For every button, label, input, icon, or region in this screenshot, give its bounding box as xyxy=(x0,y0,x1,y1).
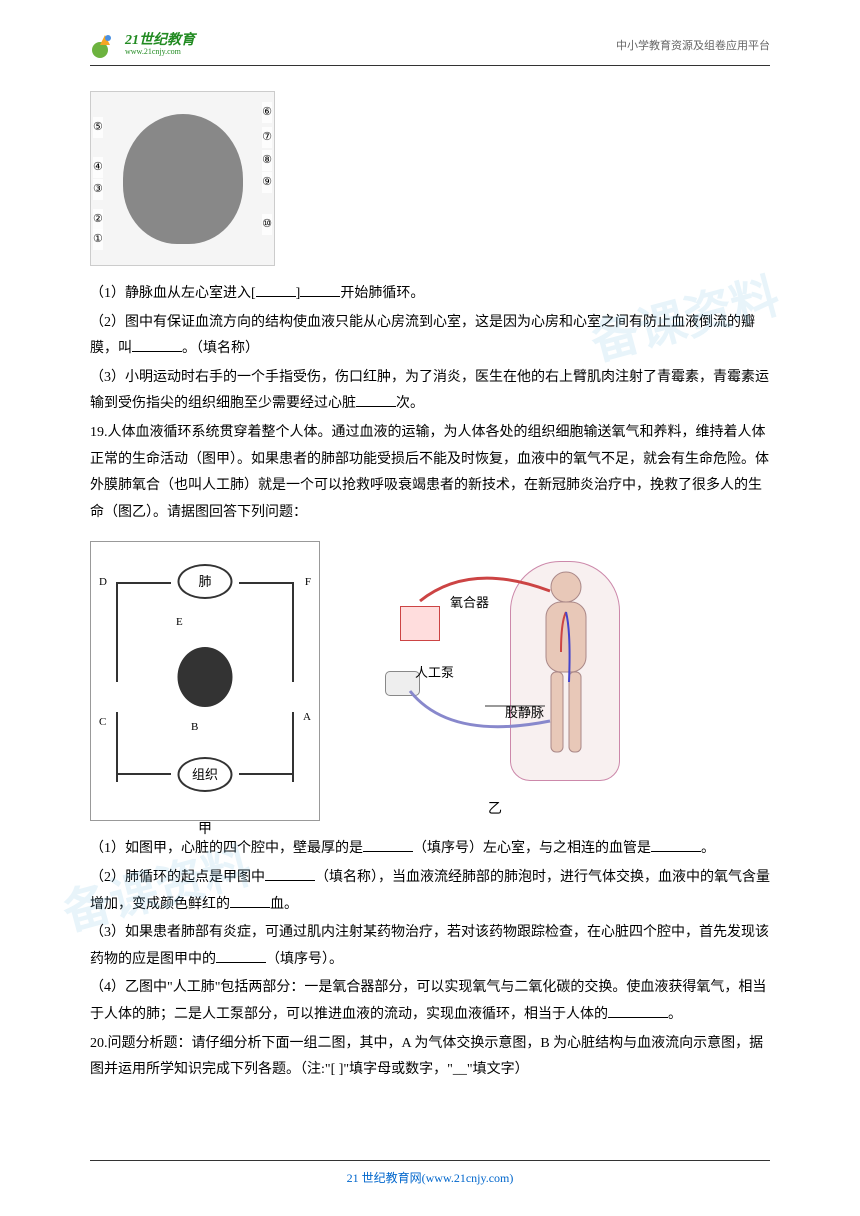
logo: 21世纪教育 www.21cnjy.com xyxy=(90,30,195,60)
q19-sub1-pre: （1）如图甲，心脏的四个腔中，壁最厚的是 xyxy=(90,841,363,856)
logo-text: 21世纪教育 www.21cnjy.com xyxy=(125,34,195,56)
q19-sub1: （1）如图甲，心脏的四个腔中，壁最厚的是 （填序号）左心室，与之相连的血管是 。 xyxy=(90,836,770,863)
jia-label-d: D xyxy=(99,572,107,593)
jia-label-c: C xyxy=(99,712,106,733)
jia-line-4 xyxy=(292,582,294,682)
logo-main-text: 21世纪教育 xyxy=(125,34,195,48)
q18-sub2: （2）图中有保证血流方向的结构使血液只能从心房流到心室，这是因为心房和心室之间有… xyxy=(90,310,770,363)
q19-intro: 19.人体血液循环系统贯穿着整个人体。通过血液的运输，为人体各处的组织细胞输送氧… xyxy=(90,420,770,526)
q18-sub3-text: （3）小明运动时右手的一个手指受伤，伤口红肿，为了消炎，医生在他的右上臂肌肉注射… xyxy=(90,370,769,412)
q19-sub3: （3）如果患者肺部有炎症，可通过肌内注射某药物治疗，若对该药物跟踪检查，在心脏四… xyxy=(90,920,770,973)
q18-sub1-pre: （1）静脉血从左心室进入[ xyxy=(90,286,256,301)
jia-line-7 xyxy=(116,712,118,782)
q18-sub2-end: 。（填名称） xyxy=(182,341,259,356)
page-footer: 21 世纪教育网(www.21cnjy.com) xyxy=(90,1160,770,1186)
blank-19-4 xyxy=(608,1002,668,1018)
blank-18-2 xyxy=(132,336,182,352)
q19-sub1-mid: （填序号）左心室，与之相连的血管是 xyxy=(413,841,651,856)
heart-label-8: ⑧ xyxy=(262,150,272,171)
heart-label-2: ② xyxy=(93,209,103,230)
jia-label-f: F xyxy=(305,572,311,593)
q19-sub3-pre: （3）如果患者肺部有炎症，可通过肌内注射某药物治疗，若对该药物跟踪检查，在心脏四… xyxy=(90,925,769,967)
logo-icon xyxy=(90,30,120,60)
q20-intro: 20.问题分析题：请仔细分析下面一组二图，其中，A 为气体交换示意图，B 为心脏… xyxy=(90,1031,770,1084)
jia-line-2 xyxy=(239,582,294,584)
document-content: ① ② ③ ④ ⑤ ⑥ ⑦ ⑧ ⑨ ⑩ （1）静脉血从左心室进入[]开始肺循环。… xyxy=(90,91,770,1084)
q19-sub4-end: 。 xyxy=(668,1007,682,1022)
jia-heart-center xyxy=(178,647,233,707)
q19-sub3-end: （填序号）。 xyxy=(266,952,343,967)
page-header: 21世纪教育 www.21cnjy.com 中小学教育资源及组卷应用平台 xyxy=(90,30,770,66)
heart-label-4: ④ xyxy=(93,157,103,178)
circulation-diagram-row: 肺 组织 D E F A B C 甲 xyxy=(90,541,770,821)
q19-sub2: （2）肺循环的起点是甲图中（填名称），当血液流经肺部的肺泡时，进行气体交换，血液… xyxy=(90,865,770,918)
q19-sub2-pre: （2）肺循环的起点是甲图中 xyxy=(90,870,265,885)
q19-sub1-end: 。 xyxy=(701,841,715,856)
q19-sub4: （4）乙图中"人工肺"包括两部分：一是氧合器部分，可以实现氧气与二氧化碳的交换。… xyxy=(90,975,770,1028)
blank-18-3 xyxy=(356,391,396,407)
blank-18-1a xyxy=(256,281,296,297)
jia-line-6 xyxy=(239,773,294,775)
q18-sub1-end: 开始肺循环。 xyxy=(340,286,424,301)
caption-jia: 甲 xyxy=(198,817,212,844)
jia-label-b: B xyxy=(191,717,198,738)
q18-sub3-end: 次。 xyxy=(396,396,424,411)
header-platform-text: 中小学教育资源及组卷应用平台 xyxy=(616,37,770,53)
jia-line-3 xyxy=(116,582,118,682)
heart-shape xyxy=(123,114,243,244)
heart-label-3: ③ xyxy=(93,179,103,200)
jia-tissue-box: 组织 xyxy=(178,757,233,792)
q19-sub2-end: 血。 xyxy=(270,897,298,912)
diagram-yi: 氧合器 人工泵 股静脉 乙 xyxy=(350,541,640,821)
blank-19-2b xyxy=(230,892,270,908)
blank-19-2a xyxy=(265,865,315,881)
heart-diagram: ① ② ③ ④ ⑤ ⑥ ⑦ ⑧ ⑨ ⑩ xyxy=(90,91,275,266)
jia-label-e: E xyxy=(176,612,183,633)
jia-label-a: A xyxy=(303,707,311,728)
q18-sub3: （3）小明运动时右手的一个手指受伤，伤口红肿，为了消炎，医生在他的右上臂肌肉注射… xyxy=(90,365,770,418)
diagram-jia: 肺 组织 D E F A B C xyxy=(90,541,320,821)
logo-sub-text: www.21cnjy.com xyxy=(125,48,195,56)
jia-line-8 xyxy=(292,712,294,782)
heart-label-6: ⑥ xyxy=(262,102,272,123)
blank-19-1b xyxy=(651,836,701,852)
heart-label-7: ⑦ xyxy=(262,127,272,148)
blank-19-3 xyxy=(216,947,266,963)
caption-yi: 乙 xyxy=(488,797,502,824)
jia-lung-box: 肺 xyxy=(178,564,233,599)
q18-sub1: （1）静脉血从左心室进入[]开始肺循环。 xyxy=(90,281,770,308)
jia-line-5 xyxy=(116,773,171,775)
blank-19-1a xyxy=(363,836,413,852)
heart-label-1: ① xyxy=(93,229,103,250)
heart-label-10: ⑩ xyxy=(262,214,272,235)
blank-18-1b xyxy=(300,281,340,297)
jia-line-1 xyxy=(116,582,171,584)
heart-label-9: ⑨ xyxy=(262,172,272,193)
heart-label-5: ⑤ xyxy=(93,117,103,138)
